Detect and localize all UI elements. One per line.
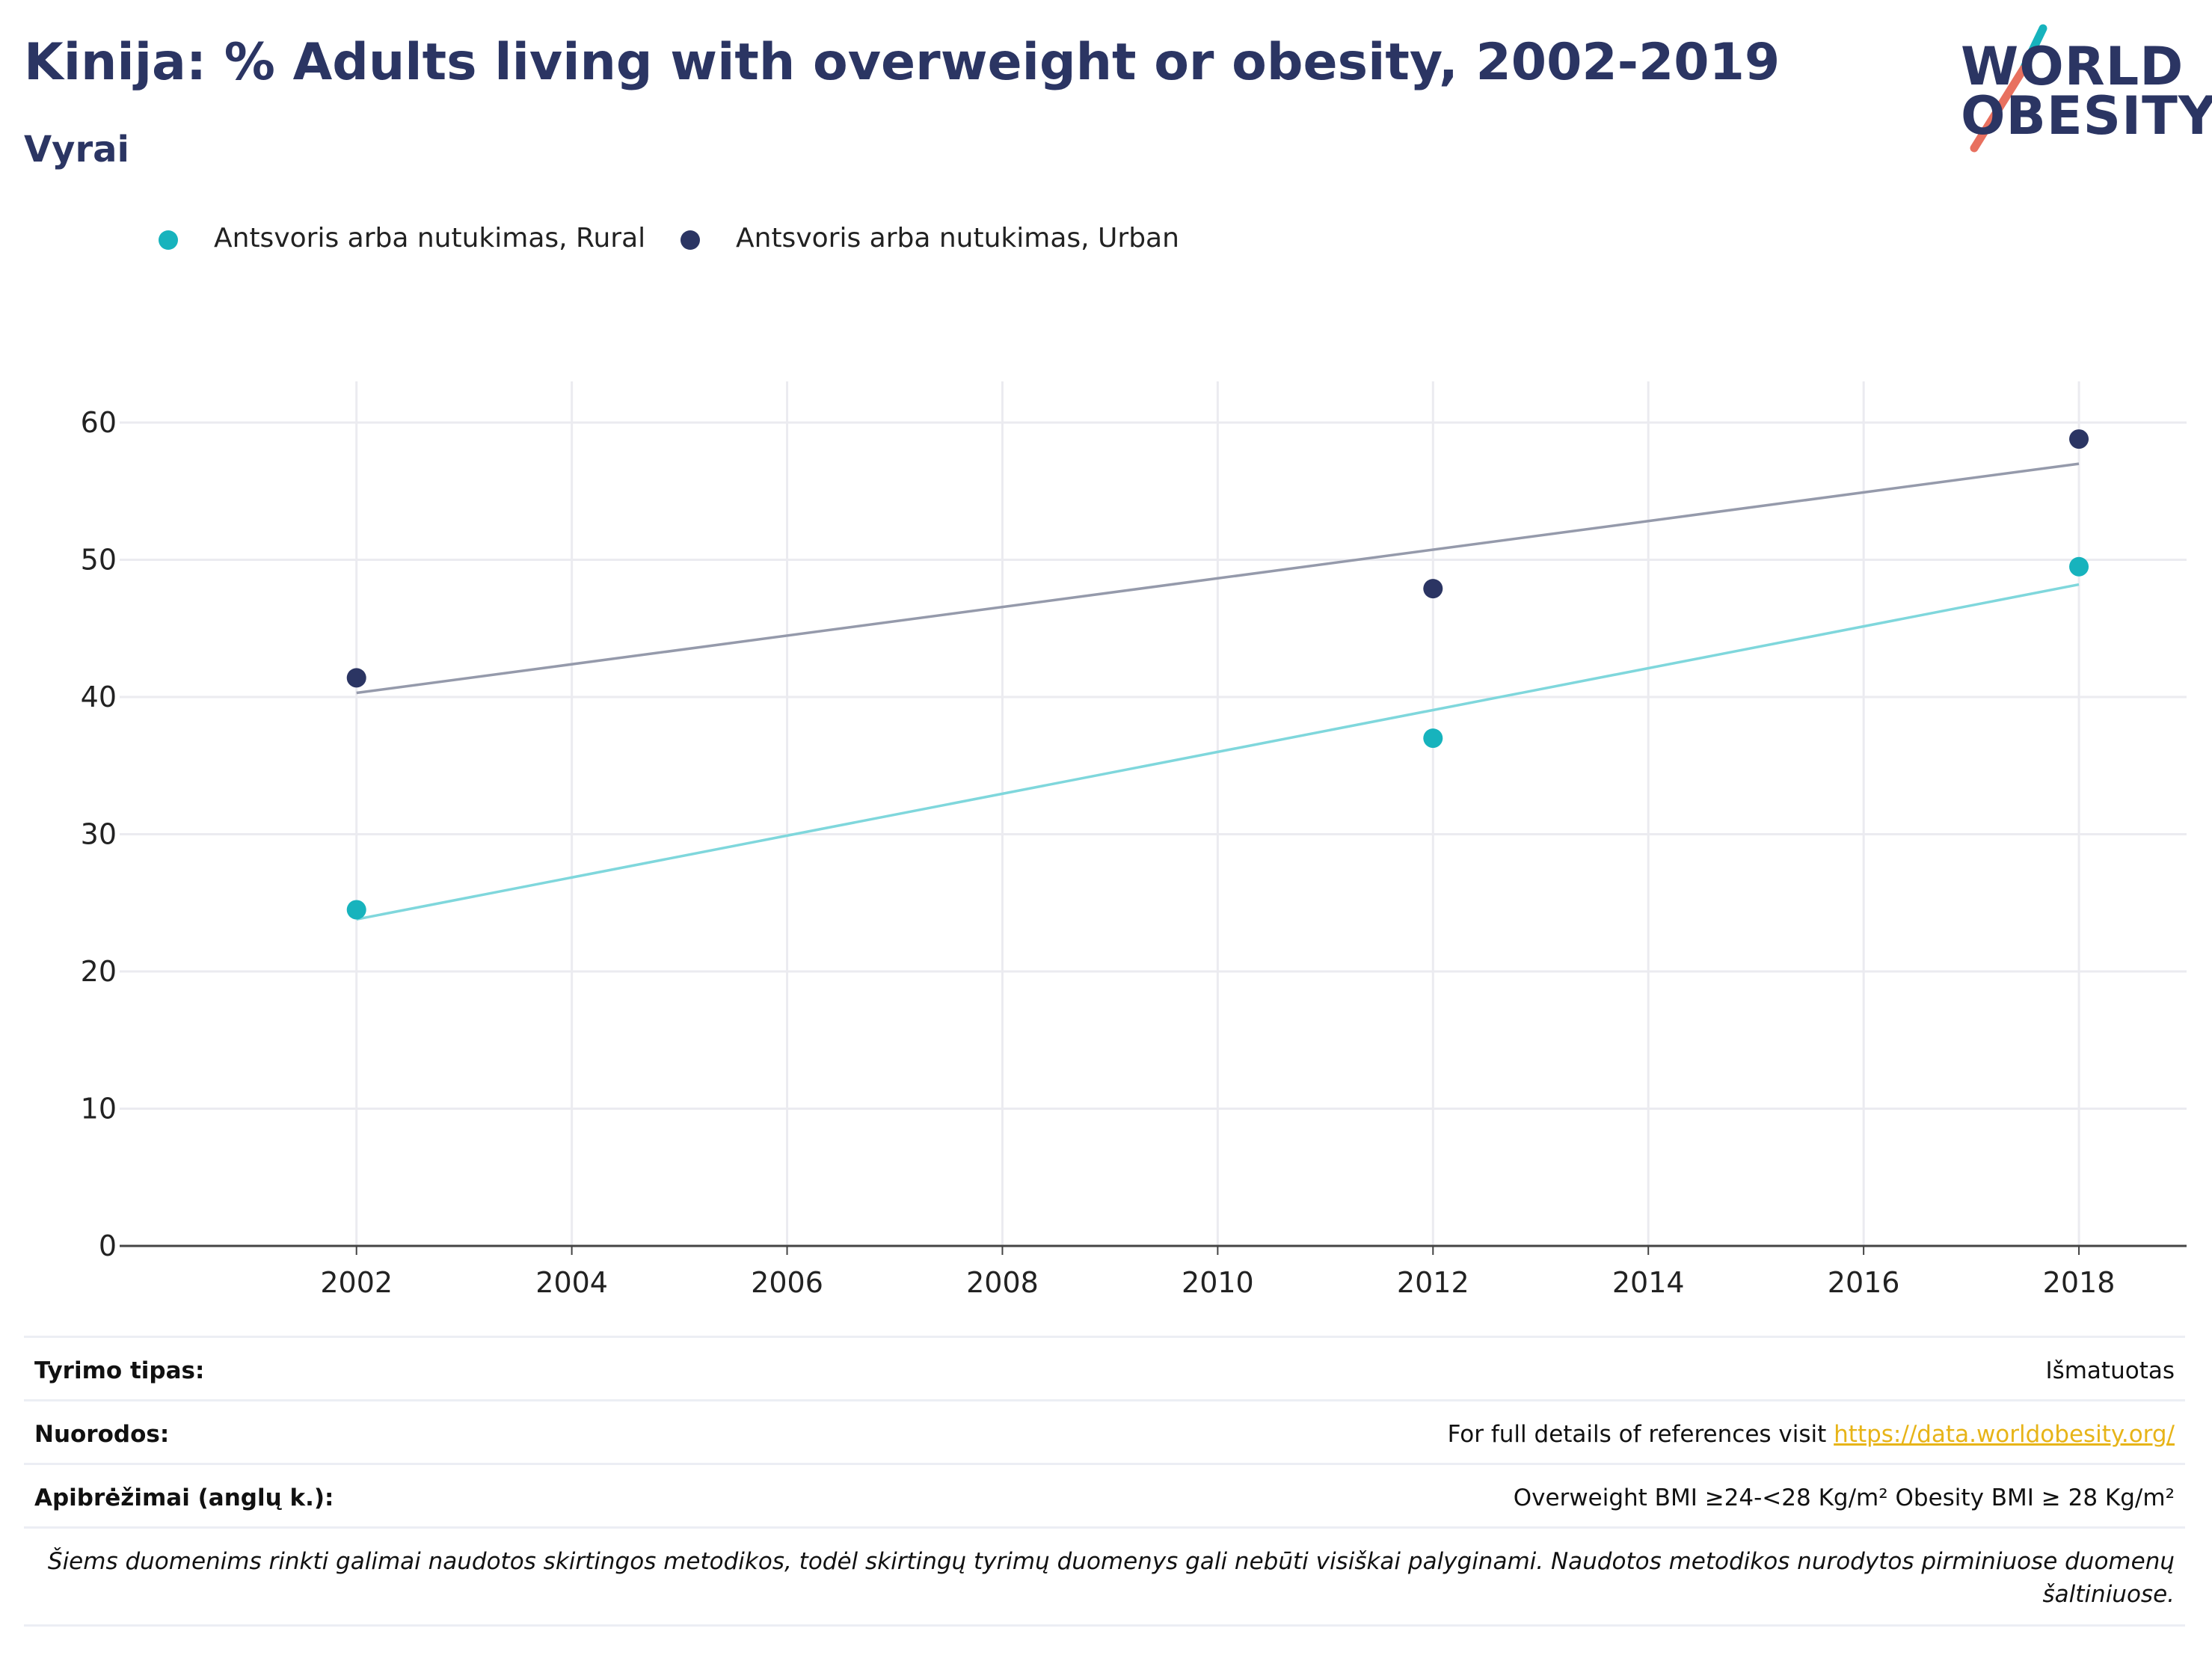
data-point-urban	[1423, 579, 1443, 599]
scatter-chart: 2002 2004 2006 2008 2010 2012 2014 2016 2018 0 10 2…	[81, 381, 2187, 1299]
references-link[interactable]: https://data.worldobesity.org/	[1834, 1421, 2175, 1448]
y-tick-label: 0	[99, 1229, 117, 1262]
x-tick-label: 2018	[2043, 1266, 2116, 1299]
x-tick-label: 2008	[966, 1266, 1039, 1299]
trend-line-urban	[356, 462, 2080, 695]
references-text: For full details of references visit	[1447, 1421, 1834, 1448]
y-tick-label: 40	[81, 681, 117, 713]
x-tick-label: 2004	[535, 1266, 608, 1299]
y-tick-label: 50	[81, 544, 117, 577]
legend-marker-rural	[159, 230, 178, 250]
x-tick-label: 2012	[1397, 1266, 1469, 1299]
footer-methodology-note: Šiems duomenims rinkti galimai naudotos …	[24, 1526, 2185, 1627]
data-point-rural	[346, 900, 366, 920]
footer-value: Išmatuotas	[2045, 1357, 2175, 1384]
chart-subtitle: Vyrai	[24, 129, 129, 171]
y-tick-label: 60	[81, 406, 117, 439]
logo-text-line1: WORLD	[1961, 36, 2184, 97]
world-obesity-logo: WORLD OBESITY	[1944, 22, 2212, 157]
y-tick-label: 20	[81, 955, 117, 988]
data-point-urban	[2069, 429, 2089, 449]
y-tick-label: 10	[81, 1093, 117, 1126]
footer-row-references: Nuorodos: For full details of references…	[24, 1399, 2185, 1463]
tick-labels: 2002 2004 2006 2008 2010 2012 2014 2016 2018 0 10 2…	[81, 406, 2116, 1299]
footer-key: Apibrėžimai (anglų k.):	[34, 1484, 334, 1511]
footer-key: Nuorodos:	[34, 1421, 170, 1448]
trend-lines	[356, 462, 2080, 921]
world-obesity-slash-icon	[1970, 24, 2047, 153]
x-tick-label: 2006	[751, 1266, 823, 1299]
legend-label-urban: Antsvoris arba nutukimas, Urban	[736, 223, 1179, 254]
x-tick-label: 2016	[1828, 1266, 1900, 1299]
x-tick-label: 2014	[1612, 1266, 1685, 1299]
axes	[120, 1244, 2187, 1255]
legend-marker-urban	[681, 230, 700, 250]
data-points	[346, 429, 2089, 920]
data-point-rural	[1423, 728, 1443, 749]
footer-value: For full details of references visit htt…	[1448, 1421, 2175, 1448]
logo-text-line2: OBESITY	[1961, 85, 2212, 147]
footer-key: Tyrimo tipas:	[34, 1357, 205, 1384]
footer-row-definitions: Apibrėžimai (anglų k.): Overweight BMI ≥…	[24, 1463, 2185, 1526]
legend-label-rural: Antsvoris arba nutukimas, Rural	[214, 223, 646, 254]
chart-title: Kinija: % Adults living with overweight …	[24, 33, 1781, 92]
data-point-rural	[2069, 556, 2089, 577]
footer-row-survey-type: Tyrimo tipas: Išmatuotas	[24, 1336, 2185, 1399]
x-tick-label: 2010	[1182, 1266, 1254, 1299]
chart-footer: Tyrimo tipas: Išmatuotas Nuorodos: For f…	[24, 1336, 2185, 1627]
grid-lines	[120, 381, 2187, 1246]
y-tick-label: 30	[81, 818, 117, 851]
data-point-urban	[346, 668, 366, 688]
x-tick-label: 2002	[320, 1266, 393, 1299]
footer-value: Overweight BMI ≥24-<28 Kg/m² Obesity BMI…	[1513, 1484, 2175, 1511]
trend-line-rural	[356, 583, 2080, 921]
